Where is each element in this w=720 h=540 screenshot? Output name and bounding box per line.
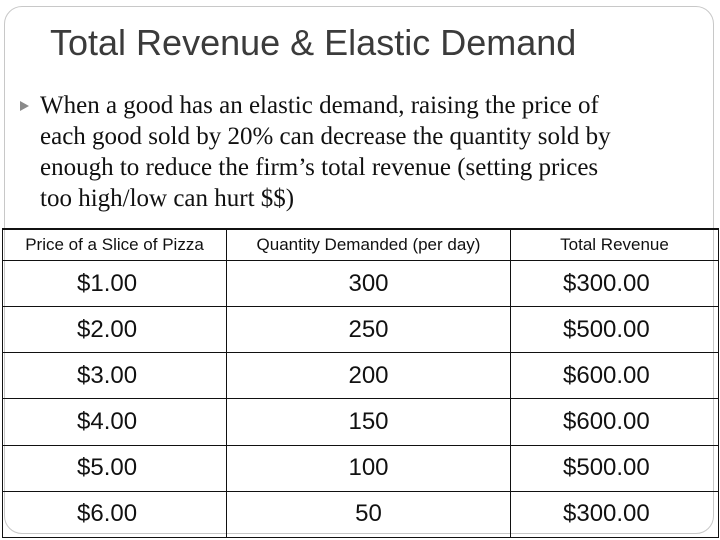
cell-price: $5.00 <box>2 444 227 492</box>
cell-price: $6.00 <box>2 490 227 539</box>
cell-revenue: $300.00 <box>510 490 719 539</box>
bullet-arrow-icon <box>20 101 29 111</box>
cell-quantity: 100 <box>226 444 511 492</box>
cell-revenue: $500.00 <box>510 444 719 492</box>
cell-price: $2.00 <box>2 306 227 354</box>
bullet-line: enough to reduce the firm’s total revenu… <box>40 154 599 181</box>
table-row: $1.00 300 $300.00 <box>2 259 719 308</box>
header-price: Price of a Slice of Pizza <box>2 228 227 261</box>
cell-revenue: $600.00 <box>510 352 719 400</box>
table-row: $6.00 50 $300.00 <box>2 490 719 539</box>
cell-quantity: 250 <box>226 306 511 354</box>
bullet-line: When a good has an elastic demand, raisi… <box>40 92 599 119</box>
cell-price: $3.00 <box>2 352 227 400</box>
cell-price: $1.00 <box>2 259 227 308</box>
cell-revenue: $500.00 <box>510 306 719 354</box>
table-header-row: Price of a Slice of Pizza Quantity Deman… <box>2 228 719 261</box>
cell-price: $4.00 <box>2 398 227 446</box>
bullet-point: When a good has an elastic demand, raisi… <box>20 90 700 214</box>
bullet-line: each good sold by 20% can decrease the q… <box>40 123 611 150</box>
cell-quantity: 50 <box>226 490 511 539</box>
slide-title: Total Revenue & Elastic Demand <box>50 22 577 63</box>
bullet-line: too high/low can hurt $$) <box>40 185 295 212</box>
table-row: $2.00 250 $500.00 <box>2 306 719 354</box>
cell-quantity: 150 <box>226 398 511 446</box>
cell-revenue: $600.00 <box>510 398 719 446</box>
table-row: $5.00 100 $500.00 <box>2 444 719 492</box>
table-row: $4.00 150 $600.00 <box>2 398 719 446</box>
header-quantity: Quantity Demanded (per day) <box>226 228 511 261</box>
header-total-revenue: Total Revenue <box>510 228 719 261</box>
cell-revenue: $300.00 <box>510 259 719 308</box>
cell-quantity: 300 <box>226 259 511 308</box>
pizza-demand-table: Price of a Slice of Pizza Quantity Deman… <box>2 228 719 539</box>
table-row: $3.00 200 $600.00 <box>2 352 719 400</box>
cell-quantity: 200 <box>226 352 511 400</box>
